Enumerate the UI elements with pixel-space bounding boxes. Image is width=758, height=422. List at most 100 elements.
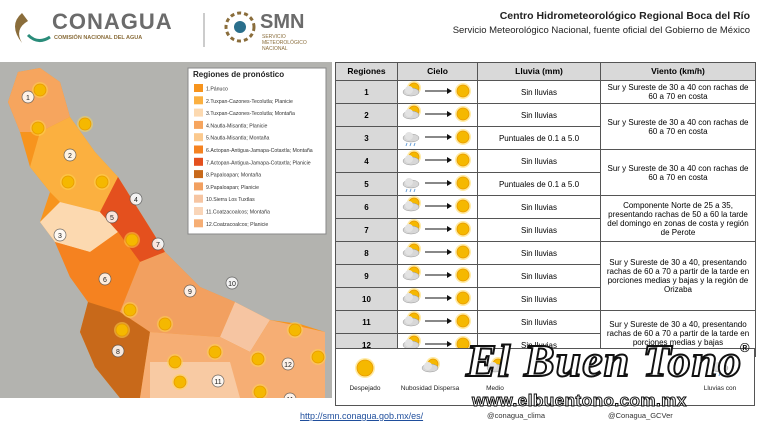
cloud	[404, 109, 413, 117]
sky-icons	[402, 150, 471, 168]
social-handle[interactable]: @Conagua_GCVer	[608, 411, 673, 420]
sun	[33, 83, 47, 97]
logo-graphics	[15, 11, 256, 47]
legend-label: 8.Papaloapan; Montaña	[206, 173, 261, 179]
sky-icons	[402, 81, 471, 99]
region-cell: 2	[335, 103, 398, 127]
cloud	[404, 132, 413, 140]
region-marker	[111, 344, 125, 358]
region-area	[120, 252, 235, 337]
sky-legend-label: Medio	[486, 385, 504, 392]
cloud	[424, 362, 432, 370]
region-number: 2	[68, 153, 72, 160]
region-number: 9	[188, 289, 192, 296]
cloud	[404, 247, 413, 255]
rain-cell: Puntuales de 0.1 a 5.0	[477, 126, 601, 150]
cloud	[404, 224, 413, 232]
table-row: 10 Sin lluvias	[335, 287, 756, 311]
arrow-head	[446, 88, 452, 94]
rain-cell: Sin lluvias	[477, 195, 601, 219]
smn-sub: SERVICIO METEOROLÓGICO NACIONAL	[262, 34, 307, 52]
sun	[158, 317, 172, 331]
sky-cell	[397, 149, 478, 173]
table-row: 11 Sin lluvias Sur y Sureste de 30 a 40, p…	[335, 310, 756, 357]
smn-name: SMN	[260, 11, 305, 33]
arrow-head	[446, 295, 452, 301]
region-number: 6	[103, 277, 107, 284]
region-cell: 9	[335, 264, 398, 288]
cloud	[404, 86, 413, 94]
sun	[251, 352, 265, 366]
legend-label: 9.Papaloapan; Planicie	[206, 185, 259, 191]
region-cell: 10	[335, 287, 398, 311]
url[interactable]: http://smn.conagua.gob.mx/es/	[300, 411, 424, 421]
sun	[456, 199, 469, 213]
forecast-table: Regiones Cielo Lluvia (mm) Viento (km/h) 1 S…	[335, 62, 756, 357]
map-legend	[187, 67, 327, 235]
sun	[356, 359, 374, 377]
region-cell: 3	[335, 126, 398, 150]
arrow-head	[446, 249, 452, 255]
legend-label: 5.Nautla-Misantla; Montaña	[206, 136, 270, 142]
sun	[311, 350, 325, 364]
sun	[208, 345, 222, 359]
arrow-head	[446, 111, 452, 117]
sky-cell	[397, 172, 478, 196]
rain-drop	[722, 372, 725, 377]
sun	[253, 385, 267, 398]
legend-swatch	[194, 133, 203, 142]
table-row: 3 Puntuales de 0.1 a 5.0	[335, 126, 756, 150]
region-number: 5	[110, 215, 114, 222]
conagua-name: CONAGUA	[52, 9, 173, 34]
region-number: 12	[284, 362, 292, 369]
sky-cell	[397, 195, 478, 219]
sun	[173, 375, 187, 389]
smn-core	[234, 21, 246, 33]
rain-drop	[413, 142, 415, 147]
sky-icons	[402, 196, 471, 214]
social-handle[interactable]: @conagua_clima	[487, 411, 546, 420]
legend-swatch	[194, 194, 203, 203]
region-marker	[53, 228, 67, 242]
watermark-site: www.elbuentono.com.mx	[472, 391, 687, 411]
conagua-sub: COMISIÓN NACIONAL DEL AGUA	[54, 35, 143, 41]
column-header: Cielo	[397, 62, 478, 81]
region-number: 11	[286, 397, 293, 398]
sky-icons	[402, 311, 471, 329]
rain-cell: Sin lluvias	[477, 103, 601, 127]
region-marker	[21, 90, 35, 104]
sun	[456, 245, 469, 259]
region-cell: 5	[335, 172, 398, 196]
rain-cell: Sin lluvias	[477, 310, 601, 334]
sun	[123, 303, 137, 317]
logos: CONAGUA COMISIÓN NACIONAL DEL AGUA SMN S…	[8, 5, 328, 57]
rain-cell: Puntuales de 0.1 a 5.0	[477, 172, 601, 196]
region-number: 8	[116, 349, 120, 356]
legend-label: 3.Tuxpan-Cazones-Tecolutla; Montaña	[206, 111, 295, 117]
region-number: 1	[26, 95, 30, 102]
region-number: 7	[156, 242, 160, 249]
sky-legend-label: Nubosidad Dispersa	[401, 385, 460, 392]
rain-drop	[405, 188, 407, 193]
sky-legend: Despejado Nubosidad Dispersa Medio Lluvias …	[335, 348, 755, 406]
sun	[61, 175, 75, 189]
sun	[456, 268, 469, 282]
region-cell: 4	[335, 149, 398, 173]
region-area	[220, 302, 270, 352]
sun	[95, 175, 109, 189]
sky-cell	[397, 287, 478, 311]
column-header: Regiones	[335, 62, 398, 81]
cloud	[404, 316, 413, 324]
sky-icons	[402, 175, 471, 193]
wind-cell: Sur y Sureste de 30 a 40 con rachas de 6…	[600, 149, 756, 196]
sun	[456, 107, 469, 121]
rain-drop	[409, 188, 411, 193]
arrow-head	[446, 134, 452, 140]
sun	[456, 176, 469, 190]
legend-swatch	[194, 145, 203, 154]
region-number: 4	[134, 197, 138, 204]
region-area	[30, 117, 118, 212]
subtitle: Servicio Meteorológico Nacional, fuente …	[452, 25, 750, 36]
sun	[31, 121, 45, 135]
region-cell: 7	[335, 218, 398, 242]
